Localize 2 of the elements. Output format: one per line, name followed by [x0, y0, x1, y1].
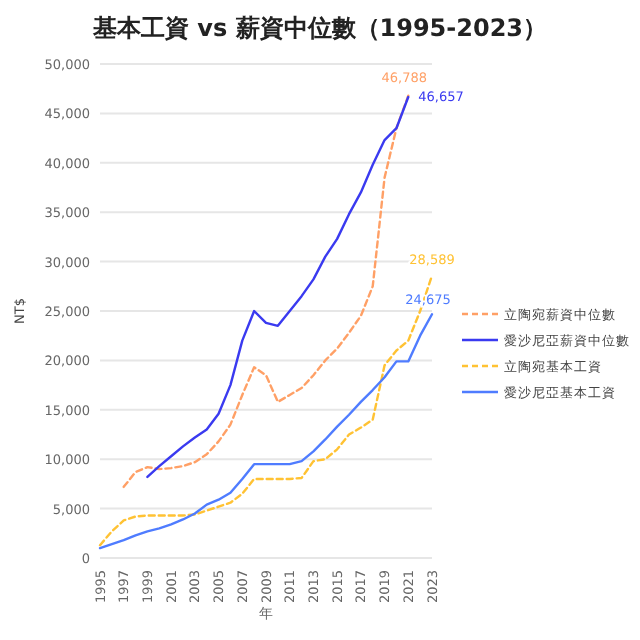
- line-series: [98, 313, 434, 550]
- chart-title: 基本工資 vs 薪資中位數（1995-2023）: [90, 14, 548, 42]
